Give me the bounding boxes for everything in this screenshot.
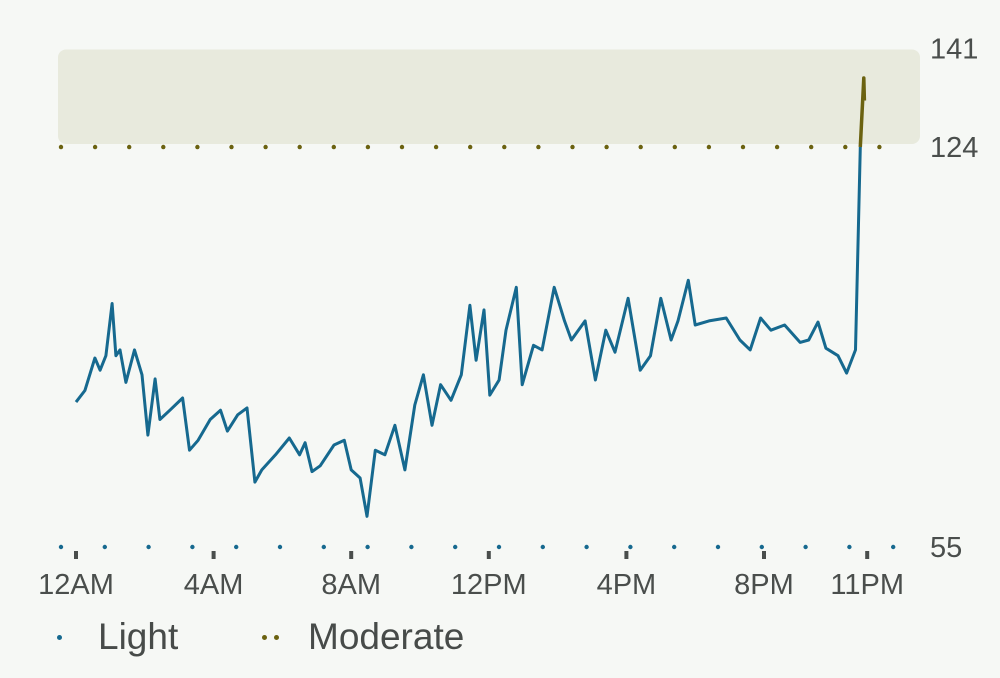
x-tick-mark bbox=[624, 551, 629, 559]
moderate-threshold-dot bbox=[161, 144, 166, 150]
legend-item-light: Light bbox=[57, 616, 178, 658]
light-threshold-dot bbox=[496, 544, 502, 550]
heart-rate-chart: 55 124 141 12AM 4AM 8AM 12PM 4PM 8PM 11PM bbox=[38, 33, 978, 601]
x-tick-label-8pm: 8PM bbox=[734, 569, 794, 601]
x-tick-label-12pm: 12PM bbox=[451, 569, 527, 601]
legend-label-light: Light bbox=[98, 616, 179, 657]
moderate-threshold-dot bbox=[195, 144, 200, 150]
x-tick-mark bbox=[74, 551, 78, 559]
moderate-zone-line bbox=[858, 76, 867, 148]
moderate-threshold-dot bbox=[127, 144, 132, 150]
light-threshold-dot bbox=[672, 544, 677, 550]
moderate-threshold-dot bbox=[774, 144, 780, 150]
moderate-threshold-dot bbox=[604, 144, 609, 150]
light-threshold-dot bbox=[715, 544, 721, 550]
moderate-threshold-dot bbox=[877, 144, 882, 150]
moderate-dot-icon bbox=[262, 634, 267, 640]
x-tick-label-4pm: 4PM bbox=[597, 569, 657, 601]
moderate-threshold-dot bbox=[331, 144, 336, 150]
light-threshold-dot bbox=[234, 544, 239, 550]
light-threshold-dot bbox=[102, 544, 108, 550]
x-tick-label-4am: 4AM bbox=[184, 569, 244, 601]
light-threshold-dot bbox=[453, 544, 458, 550]
light-threshold-dot bbox=[759, 544, 764, 550]
y-tick-label-141: 141 bbox=[930, 33, 978, 65]
moderate-threshold-dot bbox=[809, 144, 814, 150]
moderate-threshold-dot bbox=[433, 144, 439, 150]
legend-label-moderate: Moderate bbox=[308, 616, 465, 657]
light-zone-line bbox=[74, 146, 862, 518]
light-threshold-dot bbox=[365, 544, 370, 550]
moderate-threshold-dot bbox=[502, 144, 507, 150]
moderate-threshold-dot bbox=[638, 144, 643, 150]
moderate-threshold-dot bbox=[706, 144, 712, 150]
x-tick-mark bbox=[865, 551, 870, 559]
moderate-threshold-dot bbox=[672, 144, 677, 150]
x-tick-label-8am: 8AM bbox=[321, 569, 381, 601]
light-threshold-dot bbox=[409, 544, 414, 550]
legend-item-moderate: Moderate bbox=[262, 616, 464, 658]
light-threshold-dot bbox=[847, 544, 852, 550]
light-threshold-dot bbox=[58, 544, 64, 550]
x-tick-mark bbox=[349, 551, 354, 559]
moderate-threshold-dot bbox=[92, 144, 98, 150]
light-threshold-dot bbox=[891, 544, 896, 550]
light-dot-icon bbox=[57, 634, 62, 640]
y-tick-label-55: 55 bbox=[930, 532, 962, 564]
moderate-threshold-dot bbox=[365, 144, 371, 150]
moderate-zone-band bbox=[58, 49, 920, 145]
light-threshold-dot bbox=[628, 544, 633, 550]
moderate-threshold-dot bbox=[536, 144, 541, 150]
moderate-threshold-dot bbox=[740, 144, 746, 150]
light-threshold-dot bbox=[540, 544, 545, 550]
light-threshold-dot bbox=[584, 544, 589, 550]
moderate-dot-icon bbox=[274, 634, 279, 640]
light-threshold-dot bbox=[803, 544, 808, 550]
moderate-threshold-dot bbox=[843, 144, 848, 150]
light-threshold-dot bbox=[321, 544, 326, 550]
moderate-threshold-dot bbox=[399, 144, 405, 150]
moderate-threshold-dot bbox=[263, 144, 268, 150]
x-tick-mark bbox=[211, 551, 216, 559]
y-tick-label-124: 124 bbox=[930, 132, 978, 164]
light-threshold-dot bbox=[277, 544, 283, 550]
light-threshold-dot bbox=[146, 544, 151, 550]
x-tick-mark bbox=[762, 551, 766, 559]
moderate-threshold-dot bbox=[58, 144, 64, 150]
x-tick-label-11pm: 11PM bbox=[830, 569, 904, 601]
moderate-threshold-dot bbox=[297, 144, 302, 150]
moderate-threshold-dot bbox=[468, 144, 473, 150]
x-tick-label-12am: 12AM bbox=[38, 569, 114, 601]
x-tick-mark bbox=[486, 551, 491, 559]
moderate-threshold-dot bbox=[570, 144, 575, 150]
moderate-threshold-dot bbox=[229, 144, 234, 150]
light-threshold-dot bbox=[190, 544, 195, 550]
